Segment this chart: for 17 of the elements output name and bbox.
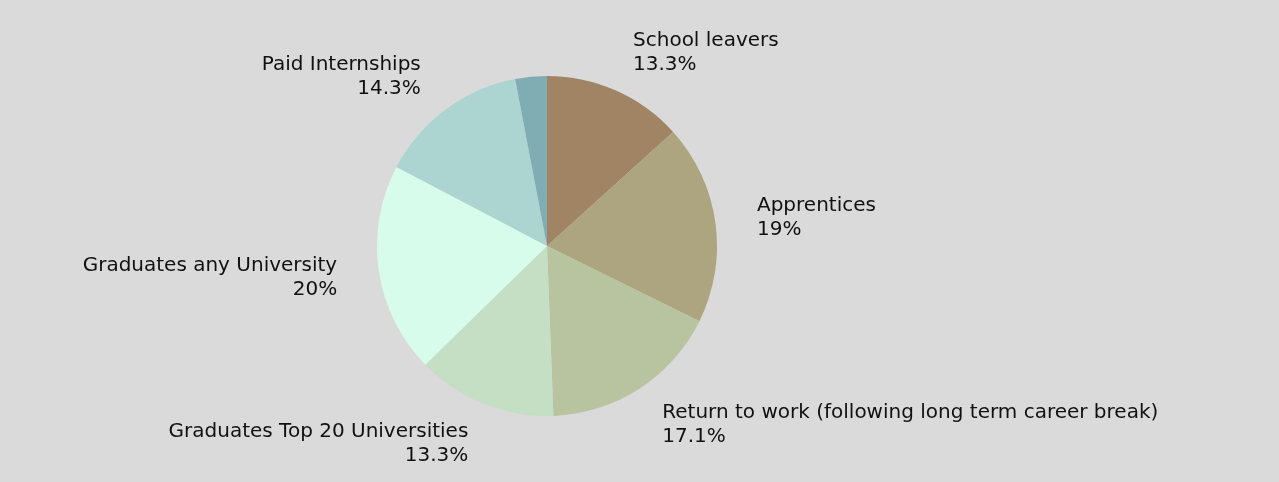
data-label: 19% <box>756 215 802 240</box>
slice-label: Graduates any University <box>82 251 338 276</box>
data-label: 14.3% <box>357 74 421 99</box>
slice-label: Paid Internships <box>261 50 421 75</box>
pie-slice <box>425 246 554 416</box>
slice-label: Apprentices <box>756 191 876 216</box>
data-label: 13.3% <box>633 51 697 76</box>
data-label: 17.1% <box>662 422 726 447</box>
pie-slice <box>377 166 547 365</box>
slice-label: School leavers <box>633 27 779 52</box>
pie-slice <box>547 131 717 322</box>
data-label: 13.3% <box>404 441 469 466</box>
slice-label: Return to work (following long term career break) <box>662 398 1159 423</box>
slice-label: Graduates Top 20 Universities <box>168 417 469 442</box>
pie-slice <box>515 76 547 246</box>
pie-slice <box>547 76 674 246</box>
data-label: 20% <box>292 275 338 300</box>
